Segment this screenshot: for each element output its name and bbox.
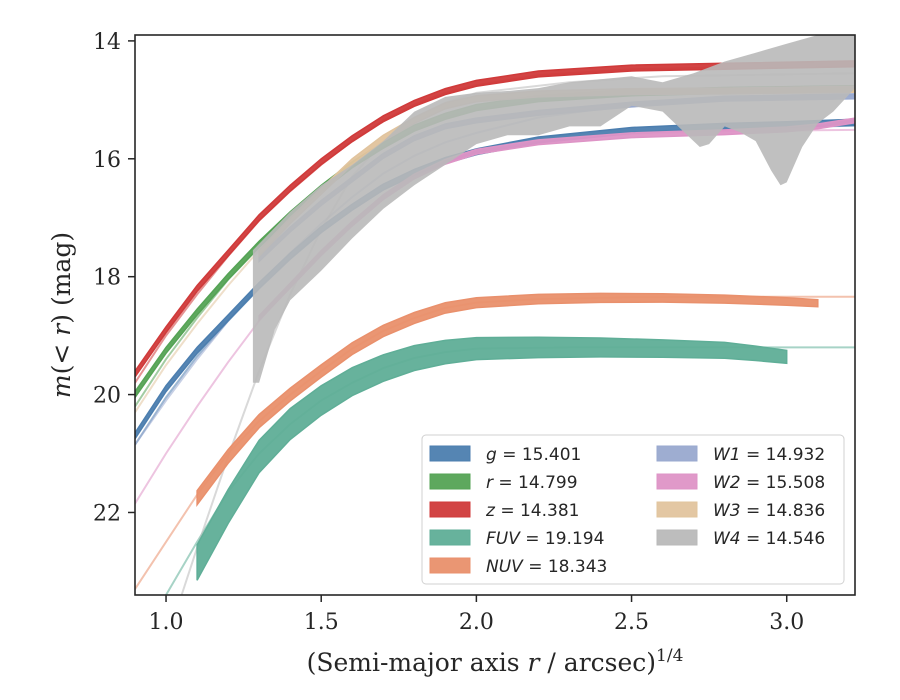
x-tick-label: 1.0	[149, 610, 184, 635]
legend-swatch-w4	[656, 529, 698, 546]
x-tick-label: 3.0	[769, 610, 804, 635]
legend-swatch-nuv	[429, 557, 471, 574]
legend-swatch-g	[429, 445, 471, 462]
y-tick-label: 20	[93, 384, 121, 409]
legend-label-w1: W1 = 14.932	[713, 445, 825, 465]
legend-label-nuv: NUV = 18.343	[486, 557, 607, 577]
legend-swatch-r	[429, 473, 471, 490]
axis-ticks: 1.0 1.5 2.0 2.5 3.0 14 16 18 20 22	[93, 30, 804, 635]
y-tick-label: 14	[93, 30, 121, 55]
plot-area	[135, 35, 855, 595]
legend: g = 15.401 r = 14.799 z = 14.381 FUV = 19.1…	[421, 434, 845, 585]
legend-label-fuv: FUV = 19.194	[486, 529, 604, 549]
legend-swatch-w3	[656, 501, 698, 518]
x-axis-label: (Semi-major axis r / arcsec)1/4	[307, 646, 684, 677]
band-nuv	[196, 292, 819, 508]
legend-label-r: r = 14.799	[486, 473, 578, 493]
legend-swatch-fuv	[429, 529, 471, 546]
band-w4	[252, 35, 855, 383]
legend-swatch-z	[429, 501, 471, 518]
y-tick-label: 16	[93, 148, 121, 173]
legend-label-w3: W3 = 14.836	[713, 501, 825, 521]
legend-box	[421, 434, 845, 585]
legend-swatch-w1	[656, 445, 698, 462]
band-z	[135, 60, 855, 379]
x-tick-label: 1.5	[304, 610, 339, 635]
y-tick-label: 22	[93, 501, 121, 526]
legend-label-w4: W4 = 14.546	[713, 529, 825, 549]
band-fuv	[196, 336, 788, 581]
y-tick-label: 18	[93, 266, 121, 291]
legend-label-z: z = 14.381	[485, 501, 579, 521]
legend-label-g: g = 15.401	[486, 445, 581, 465]
x-tick-label: 2.5	[614, 610, 649, 635]
legend-label-w2: W2 = 15.508	[713, 473, 825, 493]
axes-frame	[134, 34, 856, 596]
x-tick-label: 2.0	[459, 610, 494, 635]
y-axis-label: m(< r) (mag)	[47, 232, 76, 398]
legend-swatch-w2	[656, 473, 698, 490]
